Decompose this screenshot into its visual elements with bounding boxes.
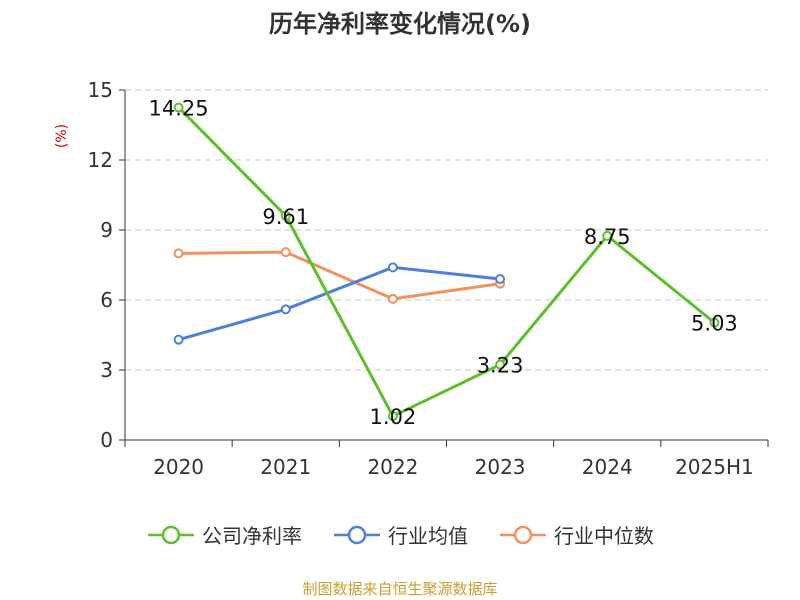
legend-swatch — [334, 525, 380, 544]
y-tick-label: 9 — [100, 218, 113, 242]
y-tick-label: 6 — [100, 288, 113, 312]
data-label: 8.75 — [584, 225, 631, 249]
data-label: 3.23 — [477, 354, 524, 378]
series-line — [178, 265, 501, 342]
series-line — [177, 106, 716, 418]
data-point — [709, 317, 720, 328]
data-point — [173, 102, 184, 113]
data-point — [387, 262, 398, 273]
data-label: 14.25 — [149, 97, 209, 121]
x-tick-label: 2024 — [582, 455, 633, 479]
axes: 0 3 6 9 12 15 2020 2021 2022 2023 2024 2025H1 — [88, 78, 769, 479]
data-point — [280, 304, 291, 315]
data-point — [387, 293, 398, 304]
y-tick-label: 15 — [88, 78, 113, 102]
data-labels: 14.25 9.61 1.02 3.23 8.75 5.03 — [149, 97, 738, 430]
data-label: 5.03 — [691, 312, 738, 336]
legend-swatch — [148, 525, 194, 544]
data-label: 1.02 — [370, 405, 417, 429]
data-label: 9.61 — [262, 205, 309, 229]
y-tick-label: 3 — [100, 358, 113, 382]
legend-item[interactable]: 行业中位数 — [498, 520, 654, 549]
series-lines — [173, 102, 720, 422]
legend: 公司净利率 行业均值 行业中位数 — [0, 520, 800, 549]
x-tick-label: 2025H1 — [675, 455, 754, 479]
data-point — [495, 359, 506, 370]
data-point — [280, 247, 291, 258]
data-point — [173, 334, 184, 345]
x-tick-label: 2021 — [260, 455, 311, 479]
x-tick-label: 2022 — [367, 455, 418, 479]
legend-label: 行业中位数 — [554, 524, 654, 548]
series-line — [178, 250, 501, 301]
y-tick-label: 12 — [88, 148, 113, 172]
data-point — [387, 411, 398, 422]
legend-item[interactable]: 行业均值 — [332, 520, 468, 549]
legend-swatch — [500, 525, 546, 544]
x-tick-label: 2020 — [153, 455, 204, 479]
legend-label: 公司净利率 — [202, 524, 302, 548]
data-point — [495, 274, 506, 284]
source-note: 制图数据来自恒生聚源数据库 — [302, 580, 498, 598]
legend-label: 行业均值 — [388, 524, 468, 548]
data-point — [280, 210, 291, 221]
data-point — [173, 248, 184, 259]
chart-title: 历年净利率变化情况(%) — [269, 10, 531, 38]
y-tick-label: 0 — [100, 428, 113, 452]
gridlines — [125, 89, 768, 371]
data-point — [602, 230, 613, 241]
legend-item[interactable]: 公司净利率 — [146, 520, 302, 549]
x-tick-label: 2023 — [475, 455, 526, 479]
